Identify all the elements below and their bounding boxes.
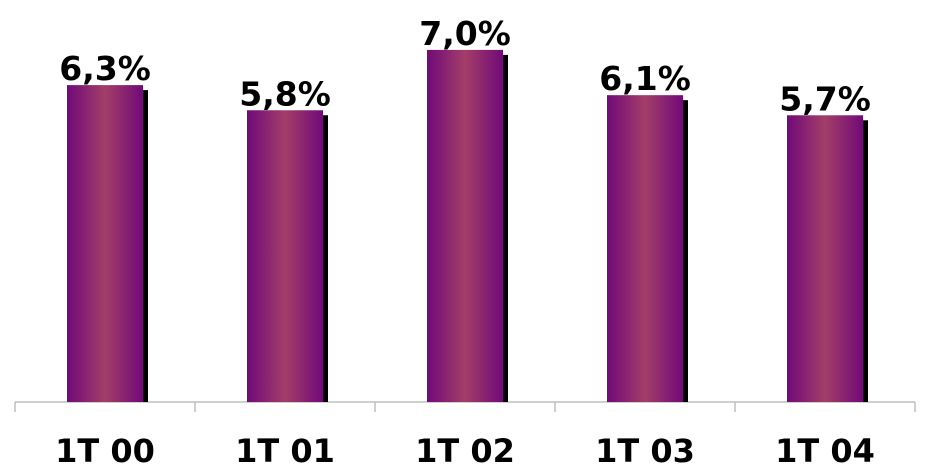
bar-value-label: 6,3% [59,49,151,88]
bar [67,85,143,403]
bar [427,49,503,403]
value-labels: 6,3% 5,8% 7,0% 6,1% 5,7% [59,14,871,118]
bars [67,49,868,403]
category-label: 1T 01 [235,432,335,470]
bar-value-label: 5,7% [779,79,871,118]
bar [607,95,683,403]
category-label: 1T 02 [415,432,515,470]
bar-value-label: 6,1% [599,59,691,98]
bar [247,110,323,402]
x-axis [14,401,916,412]
bar [787,115,863,402]
category-labels: 1T 00 1T 01 1T 02 1T 03 1T 04 [55,432,875,470]
category-label: 1T 03 [595,432,695,470]
bar-value-label: 7,0% [419,14,511,53]
category-label: 1T 00 [55,432,155,470]
bar-value-label: 5,8% [239,74,331,113]
category-label: 1T 04 [775,432,875,470]
